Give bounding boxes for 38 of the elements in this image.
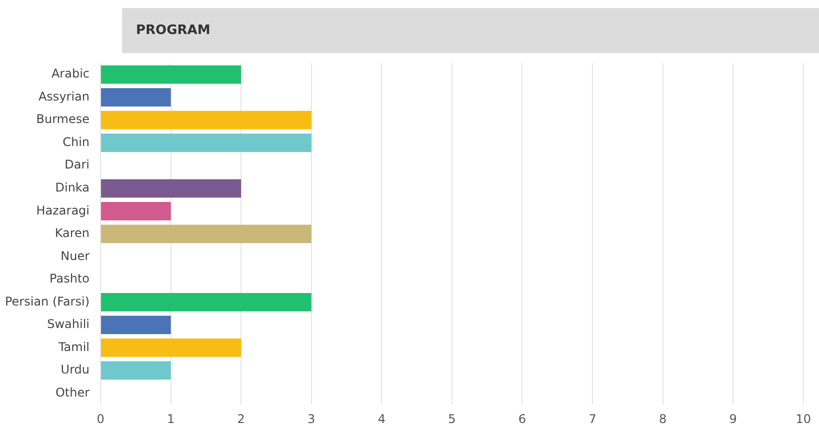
x-tick-label: 0 (96, 412, 104, 426)
y-tick-label: Hazaragi (36, 203, 90, 218)
x-tick-label: 8 (658, 412, 667, 426)
chart-title: PROGRAM (122, 8, 819, 53)
y-tick-label: Urdu (60, 362, 90, 377)
y-tick-label: Persian (Farsi) (4, 294, 90, 308)
x-tick-label: 4 (378, 412, 386, 426)
y-tick-label: Chin (62, 134, 90, 149)
x-tick-label: 2 (237, 412, 245, 426)
bar (101, 65, 242, 84)
y-tick-label: Burmese (36, 112, 90, 126)
bar (101, 361, 171, 380)
x-tick-label: 6 (518, 412, 526, 426)
y-tick-label: Pashto (50, 272, 90, 286)
y-tick-label: Karen (54, 226, 90, 240)
y-tick-label: Nuer (60, 248, 90, 263)
x-tick-label: 7 (588, 412, 596, 426)
x-tick-label: 5 (448, 412, 456, 426)
bar (101, 224, 312, 244)
x-tick-label: 3 (308, 412, 316, 426)
y-tick-label: Other (55, 385, 90, 400)
x-tick-label: 1 (166, 412, 175, 426)
y-tick-label: Arabic (51, 66, 90, 81)
bar (101, 338, 242, 357)
y-tick-label: Tamil (57, 340, 90, 354)
y-tick-label: Swahili (47, 317, 90, 332)
y-tick-label: Assyrian (38, 89, 90, 104)
bar (101, 179, 242, 198)
bar (101, 134, 312, 152)
bar (101, 110, 312, 130)
x-tick-label: 9 (729, 412, 737, 426)
bar (101, 316, 171, 334)
y-tick-label: Dinka (55, 180, 90, 195)
x-tick-label: 10 (796, 412, 812, 426)
bar (101, 202, 171, 220)
y-tick-label: Dari (64, 158, 90, 172)
bar (101, 88, 171, 107)
bar (101, 292, 312, 312)
